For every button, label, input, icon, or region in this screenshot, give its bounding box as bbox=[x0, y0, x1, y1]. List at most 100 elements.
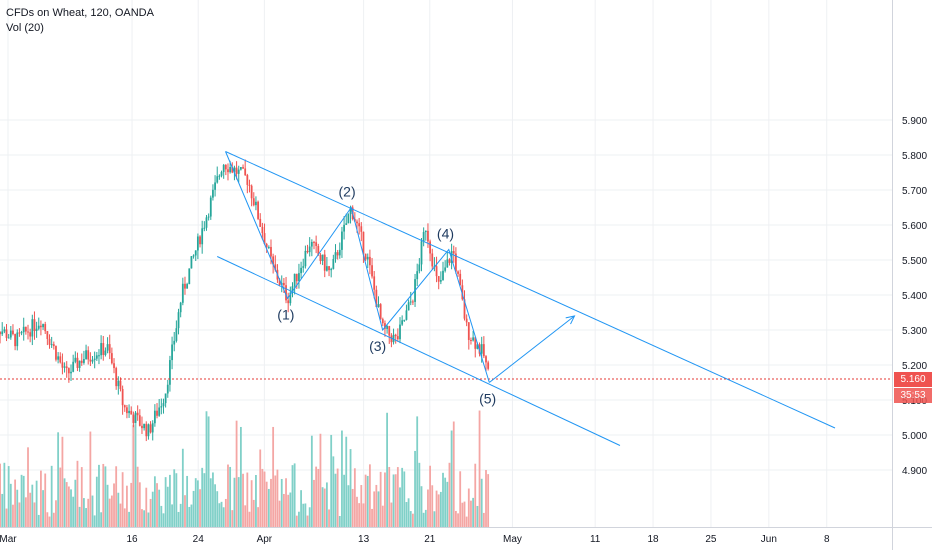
volume-bar bbox=[242, 473, 244, 527]
volume-bar bbox=[175, 473, 178, 527]
candle-body bbox=[115, 368, 118, 387]
volume-bar bbox=[392, 474, 395, 527]
volume-bar bbox=[315, 466, 318, 527]
volume-bar bbox=[87, 498, 90, 527]
volume-bar bbox=[403, 471, 406, 527]
volume-bar bbox=[255, 475, 257, 527]
volume-bar bbox=[63, 478, 66, 527]
volume-bar bbox=[177, 511, 180, 527]
x-tick-label: Apr bbox=[257, 534, 273, 545]
candle-body bbox=[250, 185, 253, 199]
volume-bar bbox=[353, 468, 356, 527]
candle-body bbox=[24, 326, 27, 332]
candle-body bbox=[298, 273, 300, 282]
volume-bar bbox=[164, 477, 167, 527]
candle-body bbox=[345, 223, 348, 225]
y-tick-label: 5.600 bbox=[902, 221, 927, 232]
chart-title: CFDs on Wheat, 120, OANDA bbox=[6, 7, 154, 19]
volume-bar bbox=[24, 497, 27, 527]
x-tick-label: 16 bbox=[126, 534, 138, 545]
candle-body bbox=[136, 412, 139, 416]
candle-body bbox=[141, 425, 143, 429]
volume-bar bbox=[310, 435, 313, 527]
candle-body bbox=[74, 357, 77, 362]
candle-body bbox=[229, 166, 232, 173]
volume-bar bbox=[377, 491, 380, 527]
volume-bar bbox=[203, 473, 206, 527]
candle-body bbox=[437, 276, 440, 282]
candle-body bbox=[216, 176, 219, 183]
volume-bar bbox=[298, 511, 300, 527]
volume-bar bbox=[117, 492, 120, 527]
projection-arrow-line[interactable] bbox=[489, 315, 575, 383]
candle-body bbox=[149, 424, 152, 433]
candle-body bbox=[14, 334, 17, 347]
candle-body bbox=[239, 167, 242, 170]
candle-body bbox=[87, 350, 90, 360]
volume-bar bbox=[93, 515, 96, 527]
elliott-wave-line[interactable] bbox=[225, 151, 490, 383]
candle-body bbox=[422, 232, 425, 242]
candle-body bbox=[394, 334, 397, 337]
volume-bar bbox=[252, 499, 255, 527]
volume-bar bbox=[0, 463, 1, 527]
volume-bar bbox=[341, 430, 343, 527]
candle-body bbox=[487, 362, 490, 369]
x-tick-label: 25 bbox=[705, 534, 717, 545]
candle-body bbox=[37, 325, 40, 329]
candle-body bbox=[18, 332, 21, 334]
candle-body bbox=[442, 270, 444, 281]
candle-body bbox=[332, 258, 335, 269]
volume-bar bbox=[59, 467, 62, 527]
volume-bar bbox=[328, 509, 330, 527]
candle-body bbox=[323, 254, 326, 271]
candle-body bbox=[147, 424, 150, 437]
volume-bar bbox=[22, 475, 25, 527]
candle-body bbox=[231, 166, 234, 173]
candle-body bbox=[35, 328, 38, 332]
volume-bar bbox=[360, 485, 363, 527]
candle-body bbox=[300, 267, 302, 274]
candle-body bbox=[143, 423, 146, 429]
y-tick-label: 5.200 bbox=[902, 361, 927, 372]
channel-upper-line[interactable] bbox=[225, 151, 836, 429]
candle-body bbox=[472, 337, 475, 341]
candle-body bbox=[411, 301, 414, 303]
volume-bar bbox=[220, 501, 223, 527]
volume-bar bbox=[171, 504, 173, 527]
candle-body bbox=[76, 357, 79, 368]
volume-bar bbox=[330, 434, 333, 527]
candle-body bbox=[405, 310, 408, 320]
y-tick-label: 5.500 bbox=[902, 256, 927, 267]
candle-body bbox=[278, 279, 281, 285]
candle-body bbox=[29, 332, 32, 337]
volume-bar bbox=[323, 488, 326, 527]
volume-bar bbox=[158, 489, 161, 527]
volume-bar bbox=[100, 512, 103, 527]
volume-bar bbox=[151, 491, 154, 527]
candle-body bbox=[40, 325, 42, 328]
volume-bar bbox=[237, 477, 240, 527]
volume-bar bbox=[472, 497, 475, 527]
candle-body bbox=[95, 355, 98, 359]
y-tick-label: 5.900 bbox=[902, 116, 927, 127]
volume-bar bbox=[338, 515, 341, 527]
volume-bar bbox=[123, 508, 126, 527]
volume-bar bbox=[136, 466, 139, 527]
volume-bar bbox=[336, 468, 339, 527]
candle-body bbox=[480, 344, 483, 354]
volume-bar bbox=[265, 481, 268, 527]
candle-body bbox=[368, 256, 371, 266]
candle-body bbox=[476, 344, 479, 349]
candle-body bbox=[375, 289, 378, 307]
volume-bar bbox=[110, 495, 113, 527]
volume-bar bbox=[37, 514, 40, 527]
x-tick-label: 11 bbox=[590, 534, 601, 545]
channel-lower-line[interactable] bbox=[217, 256, 621, 446]
volume-bar bbox=[121, 472, 124, 527]
volume-bar bbox=[427, 489, 429, 527]
volume-bar bbox=[130, 482, 133, 527]
volume-bar bbox=[384, 472, 386, 527]
